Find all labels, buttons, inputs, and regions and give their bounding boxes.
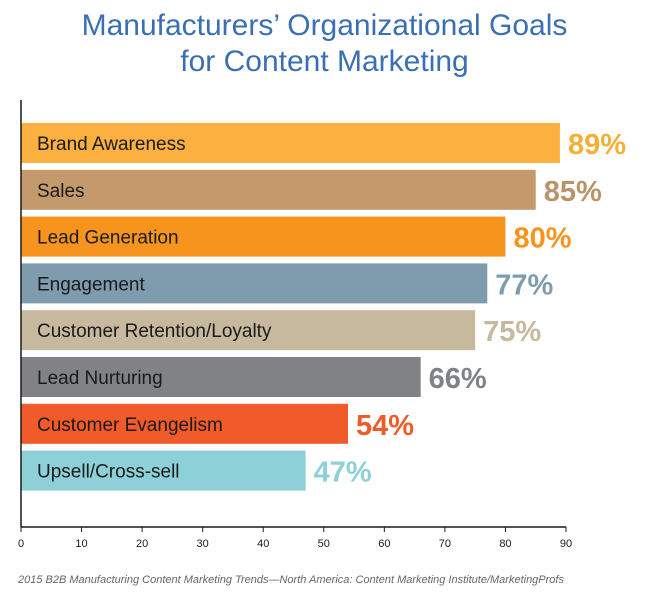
bar-value-label: 75% [483, 316, 541, 348]
chart-title: Manufacturers’ Organizational Goals for … [0, 8, 649, 80]
x-tick-label: 50 [318, 538, 330, 550]
x-tick-label: 0 [18, 538, 24, 550]
bar-category-label: Customer Retention/Loyalty [37, 321, 272, 342]
bar-category-label: Brand Awareness [37, 134, 186, 155]
x-tick-label: 20 [136, 538, 148, 550]
chart-title-line-2: for Content Marketing [180, 45, 469, 78]
bars-group: Brand Awareness 89% Sales 85% Lead Generatio… [21, 123, 626, 491]
bar-value-label: 77% [495, 269, 553, 301]
bar [21, 450, 306, 491]
bar-value-label: 85% [544, 176, 602, 208]
x-axis: 0 10 20 30 40 50 60 70 80 90 [18, 100, 572, 550]
bar [21, 216, 506, 257]
bar [21, 357, 421, 397]
bar [21, 123, 560, 163]
x-tick-label: 40 [257, 538, 269, 550]
x-tick-label: 30 [197, 538, 209, 550]
bar-value-label: 54% [356, 410, 414, 442]
x-tick-label: 80 [499, 538, 511, 550]
x-tick-label: 10 [75, 538, 87, 550]
x-tick-label: 60 [378, 538, 390, 550]
bar-value-label: 89% [568, 129, 626, 161]
bar-value-label: 66% [429, 363, 487, 395]
bar-value-label: 47% [314, 457, 372, 489]
bar [21, 263, 488, 304]
chart-title-line-1: Manufacturers’ Organizational Goals [81, 9, 568, 42]
bar [21, 310, 476, 351]
bar-chart: Brand Awareness 89% Sales 85% Lead Generatio… [18, 100, 626, 550]
bar-category-label: Upsell/Cross-sell [37, 462, 180, 483]
bar-category-label: Engagement [37, 274, 145, 295]
bar [21, 169, 536, 210]
bar-category-label: Lead Generation [37, 228, 179, 249]
bar-category-label: Lead Nurturing [37, 368, 163, 389]
source-note: 2015 B2B Manufacturing Content Marketing… [18, 574, 564, 586]
x-tick-label: 90 [560, 538, 572, 550]
bar-category-label: Customer Evangelism [37, 415, 223, 436]
bar-value-label: 80% [513, 223, 571, 255]
bar [21, 403, 348, 444]
x-tick-label: 70 [439, 538, 451, 550]
bar-category-label: Sales [37, 181, 85, 202]
